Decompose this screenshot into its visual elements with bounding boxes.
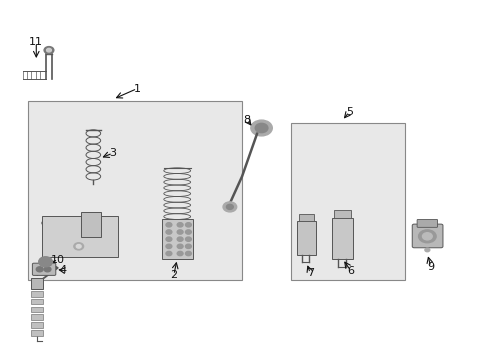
Circle shape	[165, 230, 171, 234]
Bar	[27, 101, 242, 280]
Text: 9: 9	[427, 262, 433, 272]
Circle shape	[76, 244, 81, 248]
Circle shape	[177, 230, 183, 234]
Circle shape	[165, 244, 171, 248]
Circle shape	[177, 251, 183, 256]
Circle shape	[177, 237, 183, 241]
Circle shape	[422, 233, 431, 240]
Circle shape	[165, 237, 171, 241]
FancyBboxPatch shape	[297, 221, 315, 255]
Circle shape	[177, 244, 183, 248]
Circle shape	[36, 267, 43, 272]
FancyBboxPatch shape	[31, 307, 43, 312]
FancyBboxPatch shape	[331, 218, 352, 259]
FancyBboxPatch shape	[411, 224, 442, 248]
FancyBboxPatch shape	[32, 263, 56, 275]
Bar	[290, 123, 405, 280]
Text: 3: 3	[109, 148, 116, 158]
Circle shape	[185, 251, 191, 256]
FancyBboxPatch shape	[31, 315, 43, 320]
Circle shape	[46, 48, 51, 52]
Text: 8: 8	[243, 115, 250, 125]
Circle shape	[185, 237, 191, 241]
Circle shape	[185, 223, 191, 227]
Text: 4: 4	[60, 265, 66, 275]
Circle shape	[185, 230, 191, 234]
FancyBboxPatch shape	[31, 291, 43, 297]
Circle shape	[165, 251, 171, 256]
Circle shape	[223, 202, 236, 212]
FancyBboxPatch shape	[299, 214, 313, 221]
Circle shape	[185, 244, 191, 248]
Text: 6: 6	[346, 266, 354, 276]
Circle shape	[44, 267, 51, 272]
Text: 7: 7	[306, 268, 313, 278]
Circle shape	[74, 243, 83, 250]
Circle shape	[226, 204, 233, 210]
Circle shape	[39, 257, 52, 267]
FancyBboxPatch shape	[161, 220, 193, 259]
FancyBboxPatch shape	[81, 212, 101, 237]
FancyBboxPatch shape	[31, 322, 43, 328]
FancyBboxPatch shape	[42, 216, 118, 257]
Text: 10: 10	[51, 255, 65, 265]
Circle shape	[424, 248, 429, 252]
FancyBboxPatch shape	[31, 330, 43, 336]
Circle shape	[177, 223, 183, 227]
Circle shape	[255, 123, 267, 133]
Circle shape	[250, 120, 272, 136]
FancyBboxPatch shape	[31, 278, 43, 289]
Text: 2: 2	[170, 270, 177, 280]
FancyBboxPatch shape	[416, 220, 437, 227]
FancyBboxPatch shape	[333, 210, 350, 218]
FancyBboxPatch shape	[31, 299, 43, 305]
Text: 11: 11	[29, 37, 43, 47]
Text: 5: 5	[345, 107, 352, 117]
Text: 1: 1	[133, 84, 141, 94]
Circle shape	[165, 223, 171, 227]
Circle shape	[418, 230, 435, 243]
Circle shape	[44, 46, 54, 54]
